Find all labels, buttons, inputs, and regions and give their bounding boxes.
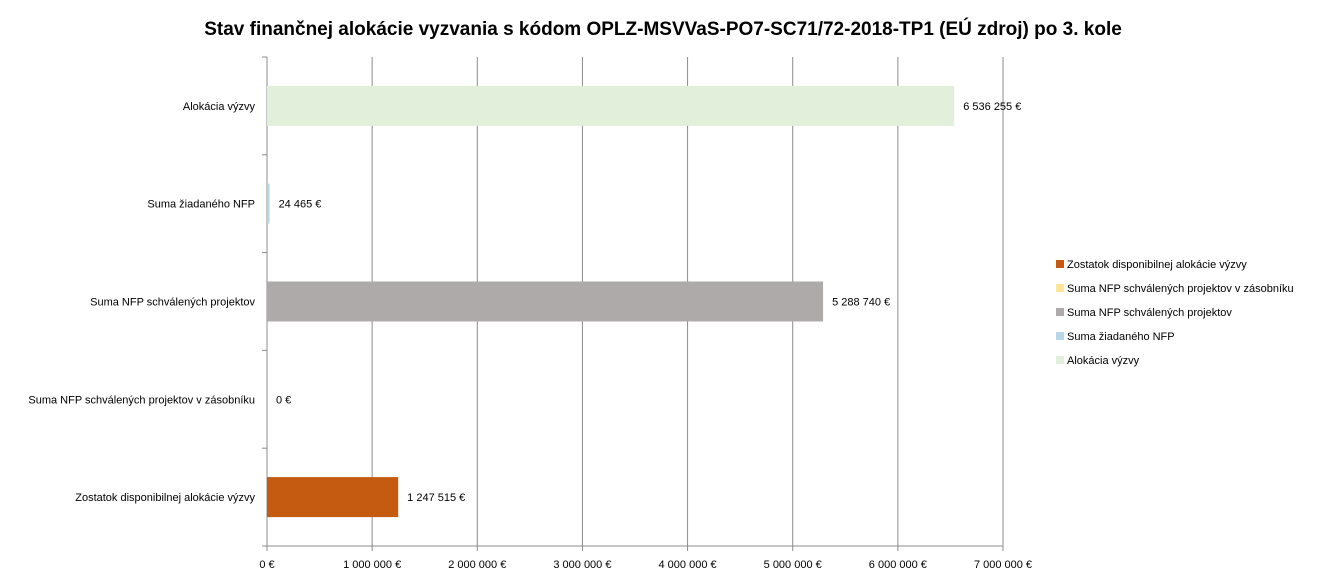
data-label: 6 536 255 € (963, 101, 1021, 113)
bar (267, 281, 824, 322)
data-label: 0 € (276, 394, 291, 406)
data-label: 24 465 € (279, 199, 322, 211)
category-label: Zostatok disponibilnej alokácie výzvy (75, 492, 255, 504)
data-label: 5 288 740 € (832, 297, 890, 309)
legend-swatch (1056, 332, 1064, 340)
bars (267, 85, 955, 518)
legend-label: Alokácia výzvy (1067, 355, 1140, 367)
x-tick-label: 7 000 000 € (974, 559, 1032, 571)
legend-swatch (1056, 356, 1064, 364)
x-tick-label: 5 000 000 € (764, 559, 822, 571)
data-label: 1 247 515 € (407, 492, 465, 504)
legend-swatch (1056, 260, 1064, 268)
labels: 0 € 1 000 000 € 2 000 000 € 3 000 000 € 4 00… (28, 101, 1032, 571)
x-tick-label: 3 000 000 € (553, 559, 611, 571)
x-tick-label: 1 000 000 € (343, 559, 401, 571)
category-label: Alokácia výzvy (183, 101, 256, 113)
legend-label: Suma žiadaného NFP (1067, 331, 1175, 343)
legend: Zostatok disponibilnej alokácie výzvy Sum… (1056, 259, 1294, 367)
x-tick-label: 4 000 000 € (659, 559, 717, 571)
legend-label: Suma NFP schválených projektov v zásobní… (1067, 283, 1294, 295)
legend-label: Suma NFP schválených projektov (1067, 307, 1232, 319)
bar (267, 85, 955, 126)
x-tick-label: 6 000 000 € (869, 559, 927, 571)
bar (267, 477, 399, 518)
category-label: Suma NFP schválených projektov (90, 297, 255, 309)
category-label: Suma NFP schválených projektov v zásobní… (28, 394, 255, 406)
bar (267, 183, 270, 224)
legend-label: Zostatok disponibilnej alokácie výzvy (1067, 259, 1247, 271)
x-tick-label: 2 000 000 € (448, 559, 506, 571)
legend-swatch (1056, 308, 1064, 316)
legend-swatch (1056, 284, 1064, 292)
x-tick-label: 0 € (259, 559, 274, 571)
category-label: Suma žiadaného NFP (147, 199, 255, 211)
chart-title: Stav finančnej alokácie vyzvania s kódom… (204, 18, 1122, 40)
